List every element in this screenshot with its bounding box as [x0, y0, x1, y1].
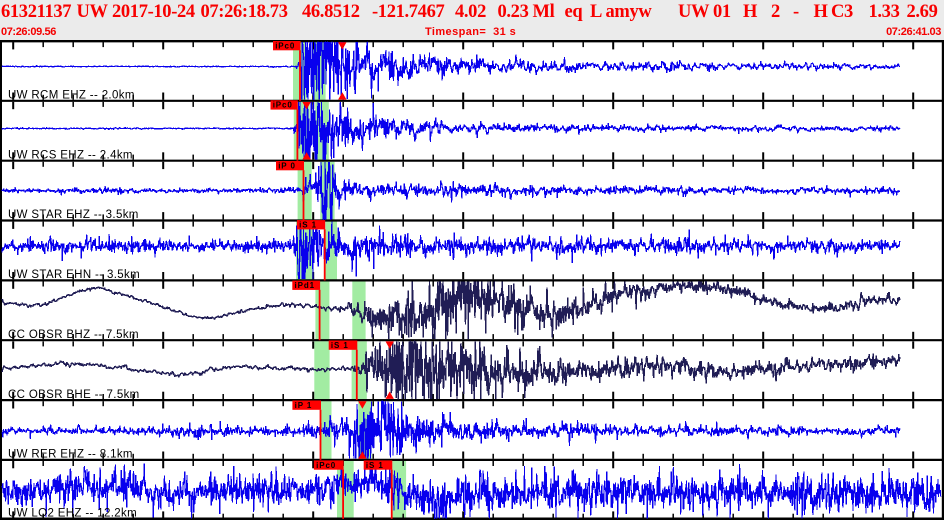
svg-text:CC OBSR BHZ -- 7.5km: CC OBSR BHZ -- 7.5km	[8, 329, 139, 341]
svg-text:iS 1: iS 1	[366, 461, 384, 470]
svg-text:UW RER EHZ -- 8.1km: UW RER EHZ -- 8.1km	[8, 449, 133, 461]
svg-text:iPc0: iPc0	[316, 461, 336, 470]
svg-text:iPd1: iPd1	[295, 281, 316, 290]
svg-text:iPc0: iPc0	[275, 41, 295, 50]
svg-text:UW LO2 EHZ -- 12.2km: UW LO2 EHZ -- 12.2km	[8, 507, 137, 519]
svg-text:UW RCS EHZ -- 2.4km: UW RCS EHZ -- 2.4km	[8, 149, 133, 161]
svg-text:UW RCM EHZ -- 2.0km: UW RCM EHZ -- 2.0km	[8, 90, 135, 102]
svg-text:CC OBSR BHE -- 7.5km: CC OBSR BHE -- 7.5km	[8, 389, 140, 401]
svg-text:iPc0: iPc0	[273, 101, 293, 110]
svg-text:iP 0: iP 0	[278, 161, 296, 170]
svg-text:iP 1: iP 1	[295, 401, 313, 410]
svg-text:iS 1: iS 1	[299, 221, 317, 230]
svg-text:iS 1: iS 1	[331, 341, 349, 350]
svg-text:UW STAR EHZ -- 3.5km: UW STAR EHZ -- 3.5km	[8, 209, 139, 221]
svg-text:UW STAR EHN -- 3.5km: UW STAR EHN -- 3.5km	[8, 269, 140, 281]
